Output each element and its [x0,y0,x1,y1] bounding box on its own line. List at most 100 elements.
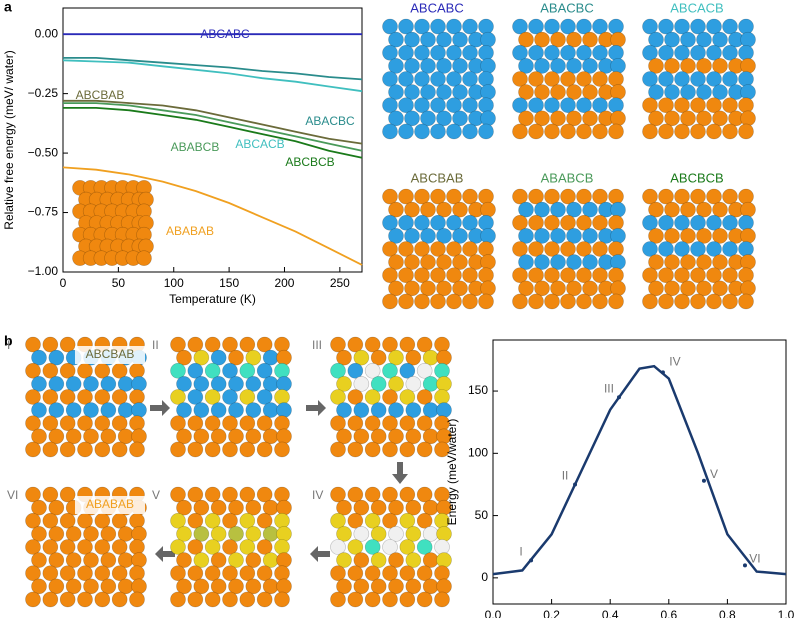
atom [518,201,534,218]
atom [65,402,82,418]
atom [77,362,93,379]
atom [111,415,128,432]
atom [382,565,398,582]
atom [674,123,690,140]
atom [690,123,706,140]
atom [430,241,446,257]
atom [262,499,279,516]
structure-image [170,486,292,608]
atom [405,402,422,418]
atom [239,486,256,503]
atom [446,71,462,87]
atom [336,499,352,516]
atom [414,241,430,257]
atom [274,441,290,458]
point-label: II [562,469,569,483]
atom [59,336,76,353]
atom [239,591,256,608]
atom [262,349,279,366]
atom [364,362,381,379]
atom [276,349,292,366]
atom [228,499,244,516]
atom [446,188,462,205]
atom [364,539,381,555]
atom [512,97,528,114]
atom [245,428,262,445]
x-tick-label: 0.6 [660,608,677,618]
point-label: V [710,467,718,481]
atom [276,428,292,445]
atom [576,267,592,284]
atom [740,31,756,48]
atom [680,110,696,127]
atom [528,71,544,87]
atom [414,214,430,231]
atom [696,254,712,270]
atom [576,44,592,61]
atom [576,123,592,140]
atom [364,512,381,529]
atom [550,228,566,244]
atom [462,18,478,35]
atom [712,201,728,218]
structure-image [170,336,292,458]
atom [245,402,262,418]
atom [193,376,210,392]
point-label: I [519,545,522,559]
atom [404,110,420,127]
x-axis-label: Temperature (K) [169,292,256,306]
atom [664,280,680,297]
atom [478,123,494,140]
atom [582,110,598,127]
step-label: V [152,488,160,502]
atom [674,241,690,257]
atom [388,499,404,516]
atom [187,362,204,379]
atom [738,44,754,61]
atom [658,71,674,87]
atom [480,31,496,48]
atom [204,486,221,503]
x-tick-label: 0.4 [602,608,619,618]
atom [592,214,608,231]
atom [25,415,41,432]
atom [347,539,364,555]
atom [566,84,582,100]
label-box [75,346,145,364]
atom [738,97,754,114]
atom [187,441,204,458]
atom [534,110,550,127]
atom [193,578,210,595]
atom [404,201,420,218]
atom [370,578,387,595]
atom [193,402,210,418]
atom [187,389,204,405]
atom [722,293,738,310]
atom [382,267,398,284]
atom [512,18,528,35]
y-tick-label: 50 [475,508,489,522]
atom [416,389,433,405]
atom [478,71,494,87]
atom [576,97,592,114]
atom [416,486,433,503]
atom [187,486,204,503]
atom [608,123,624,140]
atom [370,526,387,542]
atom [592,44,608,61]
atom [382,123,398,140]
atom [228,526,244,542]
atom [592,293,608,310]
atom [462,71,478,87]
point-label: VI [749,552,760,566]
atom [347,512,364,529]
x-tick-label: 1.0 [778,608,795,618]
atom [48,578,65,595]
atom [388,578,404,595]
atom [100,526,117,542]
atom [518,31,534,48]
atom [388,110,404,127]
atom [388,280,404,297]
atom [405,578,422,595]
atom [25,441,41,458]
